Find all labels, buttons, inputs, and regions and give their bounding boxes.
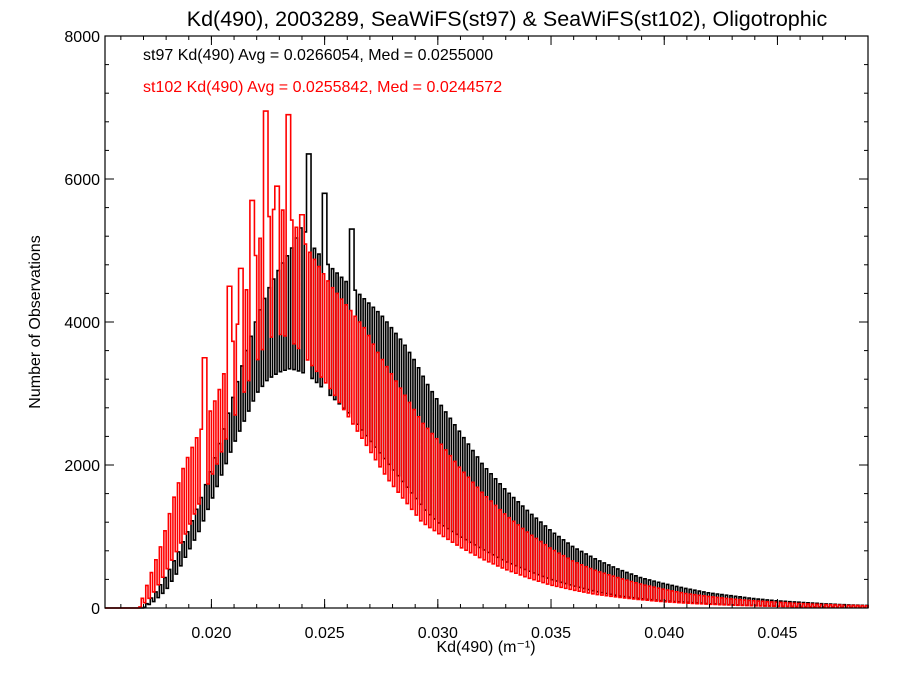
x-tick-label: 0.035 (531, 625, 571, 642)
y-tick-label: 4000 (64, 315, 100, 332)
x-tick-label: 0.025 (305, 625, 345, 642)
x-tick-label: 0.020 (191, 625, 231, 642)
x-tick-label: 0.045 (757, 625, 797, 642)
series-st102-histogram (105, 110, 869, 609)
annotation-st97: st97 Kd(490) Avg = 0.0266054, Med = 0.02… (143, 47, 493, 64)
x-axis-label: Kd(490) (m⁻¹) (436, 639, 535, 656)
y-tick-label: 2000 (64, 458, 100, 475)
y-tick-label: 0 (91, 601, 100, 618)
y-axis: 0 2000 4000 6000 8000 (64, 29, 868, 618)
chart-title: Kd(490), 2003289, SeaWiFS(st97) & SeaWiF… (187, 7, 828, 31)
x-tick-label: 0.040 (644, 625, 684, 642)
y-tick-label: 8000 (64, 29, 100, 46)
series-st97-histogram (105, 153, 869, 609)
y-axis-label: Number of Observations (27, 235, 44, 408)
histogram-bars (105, 110, 869, 609)
annotation-st102: st102 Kd(490) Avg = 0.0255842, Med = 0.0… (143, 79, 502, 96)
x-axis: 0.020 0.025 0.030 0.035 0.040 0.045 (120, 36, 846, 642)
plot-frame (104, 35, 869, 609)
y-tick-label: 6000 (64, 172, 100, 189)
x-tick-label: 0.030 (418, 625, 458, 642)
